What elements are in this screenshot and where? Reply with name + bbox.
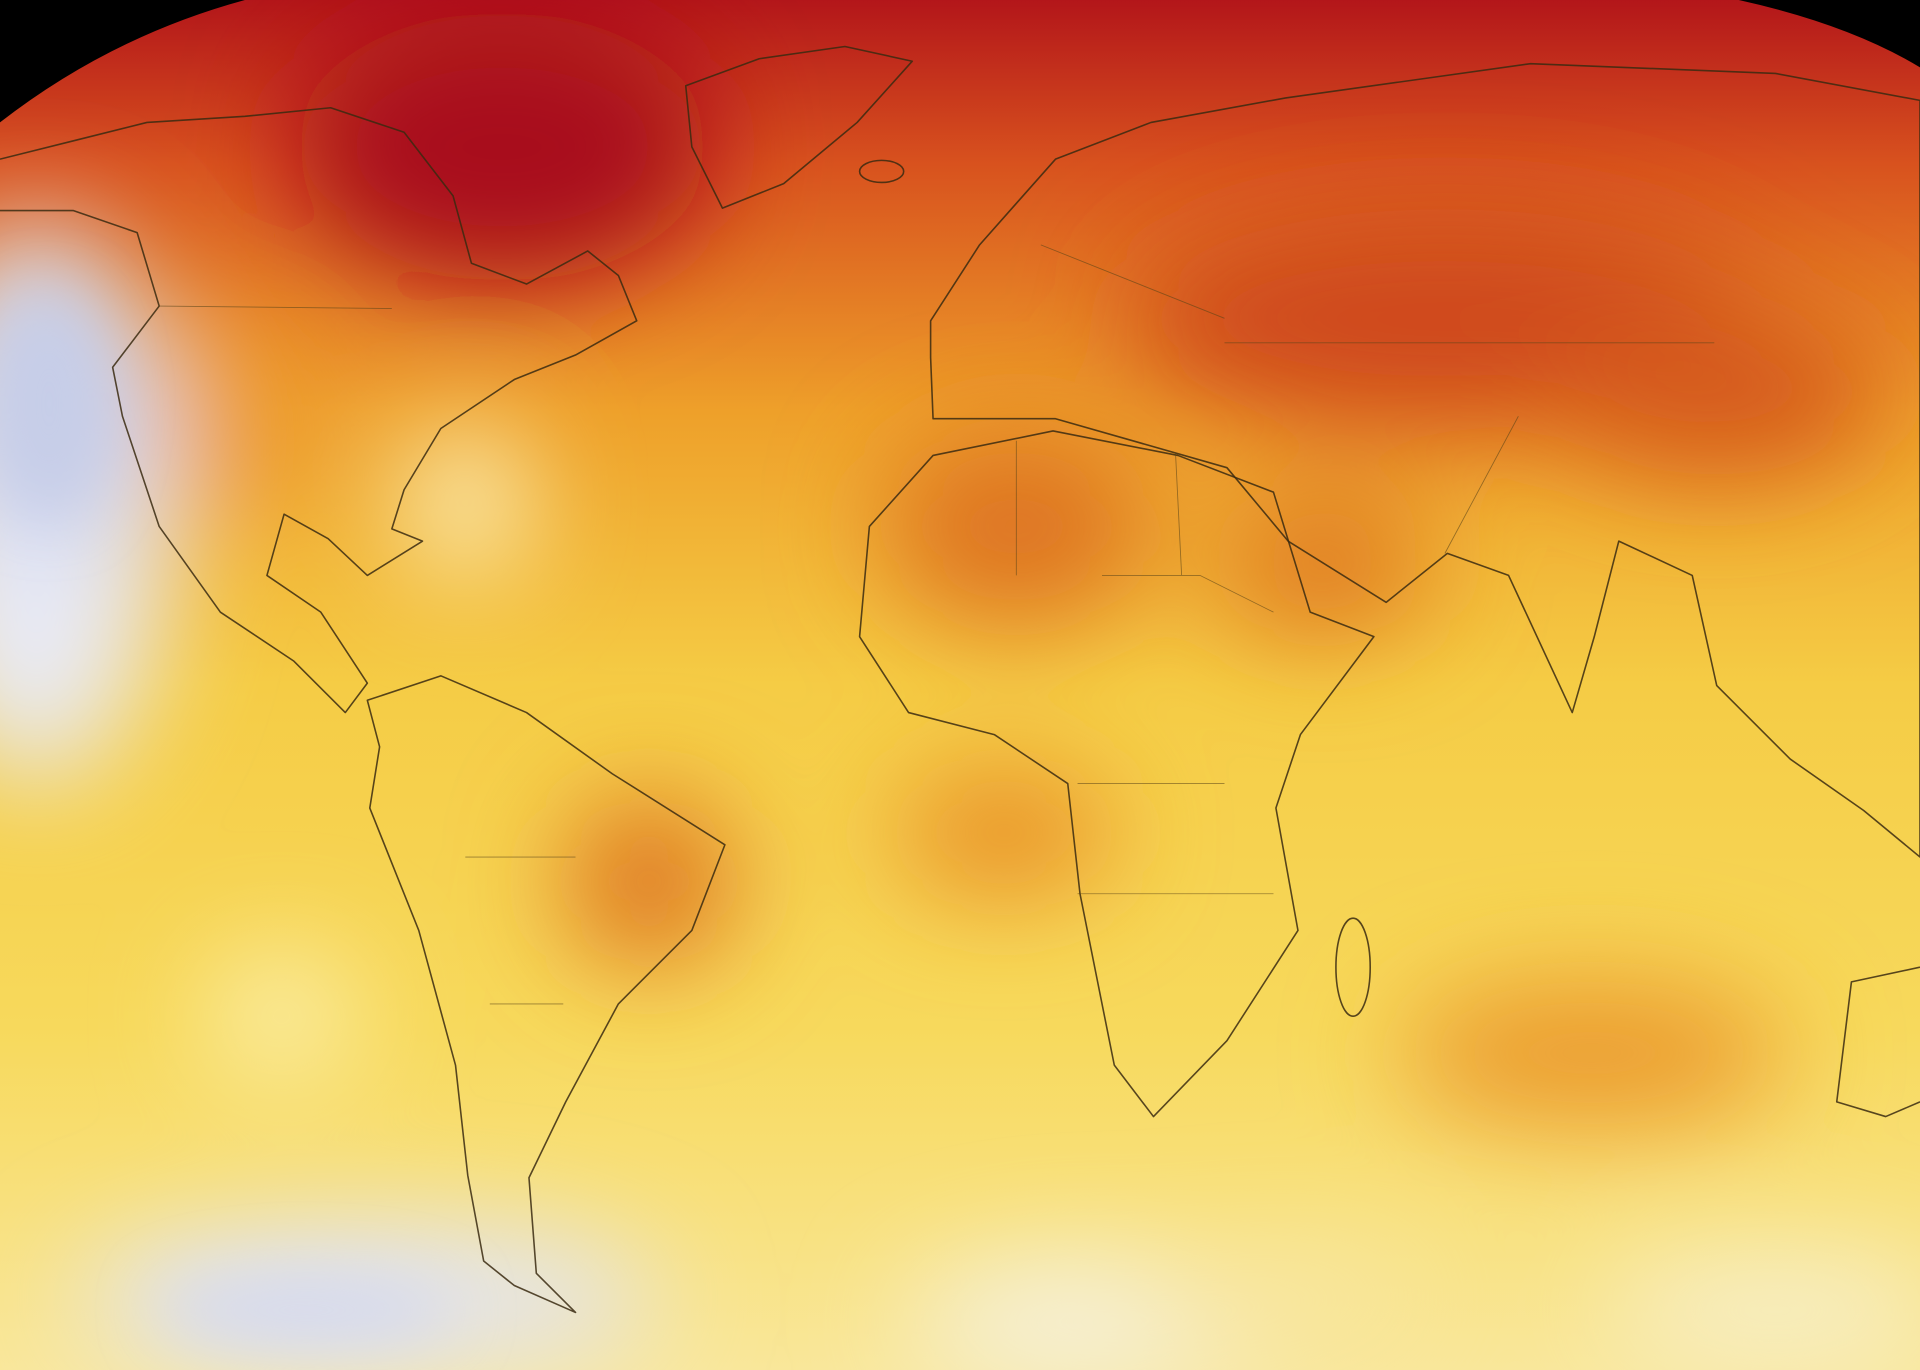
coastlines: [0, 45, 1920, 1314]
globe-corner: [0, 0, 245, 123]
borders: [159, 244, 1715, 1005]
globe-corner: [1738, 0, 1920, 68]
